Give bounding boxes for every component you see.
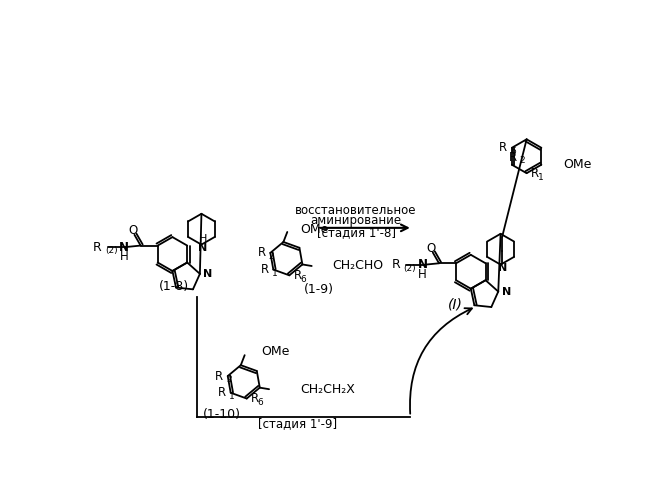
Text: CH₂CH₂X: CH₂CH₂X xyxy=(300,382,355,396)
Text: R: R xyxy=(257,246,266,260)
Text: H: H xyxy=(419,268,427,280)
Text: (2): (2) xyxy=(105,246,117,256)
Text: H: H xyxy=(120,250,129,263)
Text: OMe: OMe xyxy=(563,158,592,171)
Text: (2): (2) xyxy=(403,264,416,273)
Text: [стадия 1'-9]: [стадия 1'-9] xyxy=(259,417,338,430)
Text: 2: 2 xyxy=(226,376,232,384)
Text: аминирование: аминирование xyxy=(310,214,402,226)
Text: (1-9): (1-9) xyxy=(304,283,334,296)
Text: 2: 2 xyxy=(520,156,526,164)
Text: [стадия 1'-8]: [стадия 1'-8] xyxy=(317,226,396,239)
Text: H: H xyxy=(199,234,207,244)
Text: N: N xyxy=(203,269,213,279)
Text: O: O xyxy=(128,224,137,237)
Text: N: N xyxy=(198,244,207,254)
Text: N: N xyxy=(502,286,511,296)
Text: 6: 6 xyxy=(300,274,306,283)
Text: 2: 2 xyxy=(269,252,275,261)
Text: OMe: OMe xyxy=(301,223,329,236)
Text: O: O xyxy=(426,242,436,255)
Text: (1-10): (1-10) xyxy=(203,408,241,420)
Text: R: R xyxy=(218,386,226,399)
Text: N: N xyxy=(418,258,428,272)
Text: R: R xyxy=(499,142,507,154)
Text: 6: 6 xyxy=(511,147,516,156)
Text: N: N xyxy=(498,264,507,274)
Text: R: R xyxy=(260,263,269,276)
Text: (1-8): (1-8) xyxy=(159,280,189,293)
Text: R: R xyxy=(294,269,302,282)
Text: 1: 1 xyxy=(229,392,235,401)
Text: OMe: OMe xyxy=(261,345,289,358)
Text: CH₂CHO: CH₂CHO xyxy=(332,260,383,272)
Text: восстановительное: восстановительное xyxy=(295,204,417,216)
Text: N: N xyxy=(119,240,130,254)
Text: 1: 1 xyxy=(537,172,543,182)
Text: R: R xyxy=(531,166,539,179)
Text: R: R xyxy=(93,240,102,254)
Text: 1: 1 xyxy=(272,269,277,278)
Text: (I): (I) xyxy=(448,297,463,311)
Text: R: R xyxy=(509,150,518,164)
Text: R: R xyxy=(251,392,259,405)
Text: R: R xyxy=(391,258,400,272)
Text: 6: 6 xyxy=(257,398,263,407)
Text: R: R xyxy=(215,370,223,382)
